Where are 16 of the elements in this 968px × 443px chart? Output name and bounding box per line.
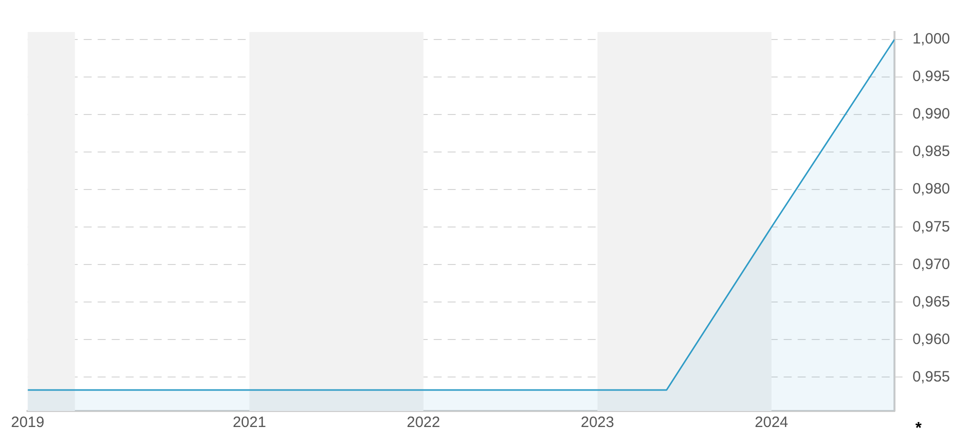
x-tick-label: 2024 bbox=[754, 414, 788, 432]
y-tick-label: 0,965 bbox=[912, 293, 950, 310]
y-tick-label: 0,985 bbox=[912, 143, 950, 160]
y-tick-label: 0,970 bbox=[912, 256, 950, 273]
y-tick-label: 0,990 bbox=[912, 106, 950, 123]
x-tick-label: 2022 bbox=[406, 414, 440, 432]
y-tick-label: 0,995 bbox=[912, 68, 950, 86]
x-tick-label: 2019 bbox=[10, 414, 44, 432]
x-tick-label: 2023 bbox=[580, 414, 614, 432]
text: * bbox=[915, 420, 922, 437]
x-tick-label: 2021 bbox=[232, 414, 266, 432]
y-tick-label: 0,960 bbox=[912, 330, 950, 348]
y-tick-label: 0,975 bbox=[912, 218, 950, 236]
y-tick-label: 0,980 bbox=[912, 180, 950, 198]
y-tick-label: 1,000 bbox=[912, 30, 950, 48]
y-tick-label: 0,955 bbox=[912, 368, 950, 386]
